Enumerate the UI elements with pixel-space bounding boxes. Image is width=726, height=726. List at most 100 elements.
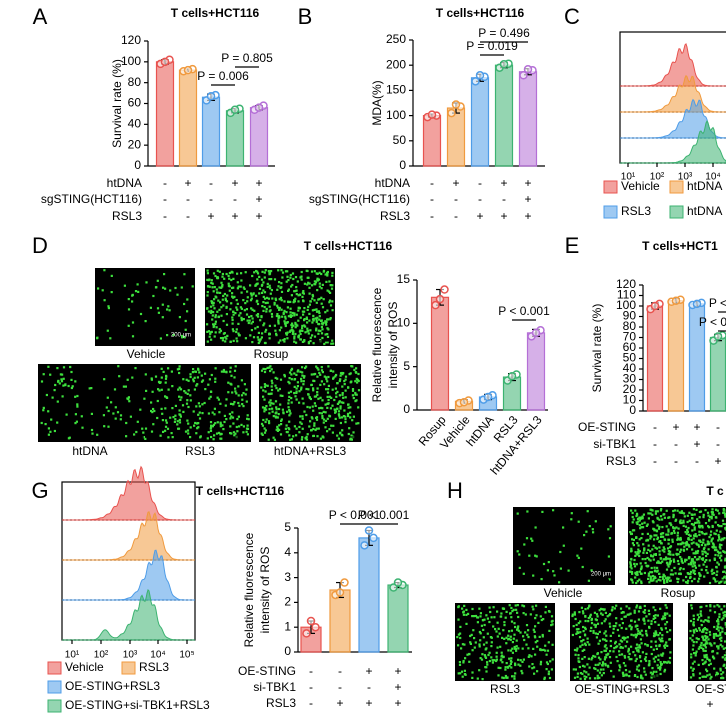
cell [293,335,296,338]
condition-label: RSL3 [112,209,142,223]
cell [291,311,294,315]
cell [225,300,229,303]
cell [705,604,708,608]
cell [214,380,217,383]
cell [215,326,218,329]
cell [171,385,174,388]
cell [636,632,640,635]
cell [483,618,486,621]
cell [293,378,296,381]
histogram-curve [62,588,195,641]
cell [651,555,655,558]
cell [584,626,587,629]
cell [169,289,172,292]
legend-label: htDNA [687,204,722,218]
cell [697,543,700,546]
cell [235,328,238,331]
cell [668,576,671,579]
cell [479,639,482,642]
cell [249,334,252,337]
cell [706,635,709,638]
cell [235,392,238,395]
cell [278,308,281,311]
cell [631,572,634,575]
cells [516,509,612,584]
cell [269,399,272,402]
cell [491,659,494,662]
cell [636,551,640,554]
cell [698,564,701,567]
cell [638,578,641,581]
cell [468,653,471,656]
cell [290,369,293,372]
cell [682,567,685,571]
cell [319,329,322,332]
cell [326,380,329,383]
cell [259,338,262,341]
cell [301,374,304,377]
cell [90,428,94,432]
cell [329,304,333,307]
cell [691,548,694,551]
panel-title: T cells+HCT116 [304,239,393,253]
cell [706,670,709,673]
cell [207,285,210,288]
cell [183,302,186,306]
cell [197,422,200,425]
cell [45,393,48,397]
cell [333,398,336,402]
cell [177,427,181,430]
cell [711,512,714,515]
cell [316,367,319,370]
cell [250,307,253,310]
condition-mark: + [524,192,531,206]
data-point [206,91,216,101]
cell [658,572,661,575]
cell [110,291,113,294]
cell [724,646,726,650]
cell [709,633,712,636]
cell [711,511,714,514]
cell [246,417,249,420]
cell [262,367,265,370]
cell [459,625,462,628]
cell [274,415,277,418]
cell [316,387,319,390]
cell [707,620,710,623]
cell [219,425,222,428]
cell [599,607,603,610]
cell [624,669,628,672]
cell [505,636,508,639]
cell [460,647,463,650]
cell [510,620,514,623]
cell [276,313,279,316]
condition-mark: + [394,680,401,694]
cell [517,658,520,661]
cell [219,301,222,304]
cell [186,399,189,402]
cell [635,514,638,518]
cell [278,387,281,391]
cell [119,414,123,417]
cell [237,415,240,418]
cell [609,625,612,628]
cell [257,338,260,341]
cell [532,647,535,650]
cell [151,411,154,414]
cell [686,543,689,546]
cell [581,610,585,613]
cell [709,533,712,536]
cells [456,604,554,681]
cell [621,622,624,625]
cell [177,388,180,391]
cell [573,676,577,679]
cell [658,644,661,648]
cell [230,302,233,305]
cell [513,647,516,650]
micrograph [95,268,195,346]
cell [635,521,638,524]
cell [667,542,670,545]
cell [478,630,481,634]
cell [596,615,599,618]
cell [632,544,635,547]
